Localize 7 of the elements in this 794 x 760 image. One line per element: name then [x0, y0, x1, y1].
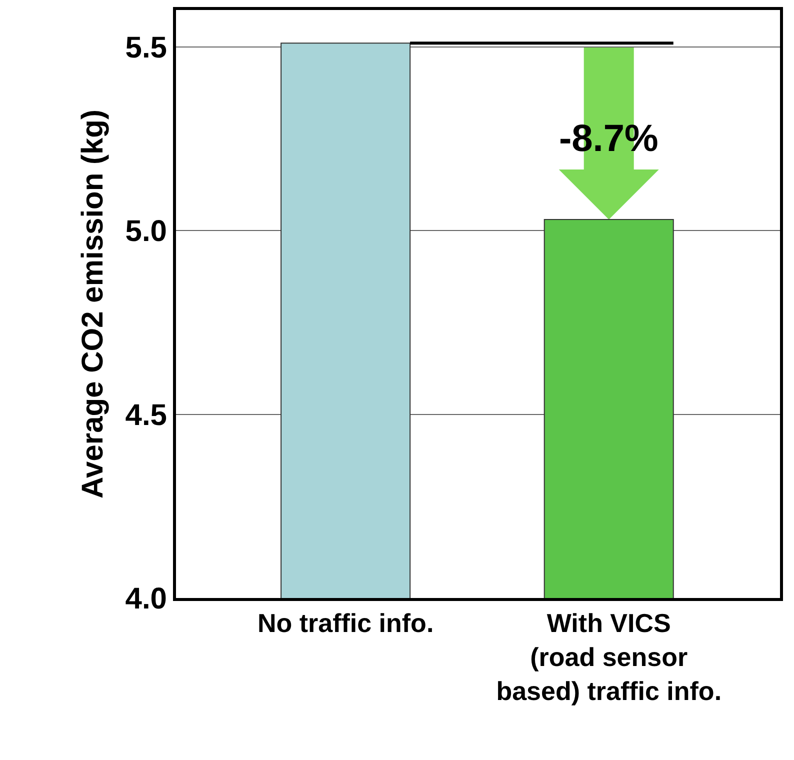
y-tick-label: 5.5 [125, 31, 167, 64]
x-tick-label: With VICS (road sensor based) traffic info. [496, 608, 722, 706]
y-tick-label: 4.0 [125, 582, 167, 616]
y-axis-title: Average CO2 emission (kg) [76, 109, 110, 499]
y-tick-label: 4.5 [125, 398, 167, 432]
y-tick-label: 5.0 [125, 215, 167, 248]
x-tick-label: No traffic info. [257, 608, 434, 638]
